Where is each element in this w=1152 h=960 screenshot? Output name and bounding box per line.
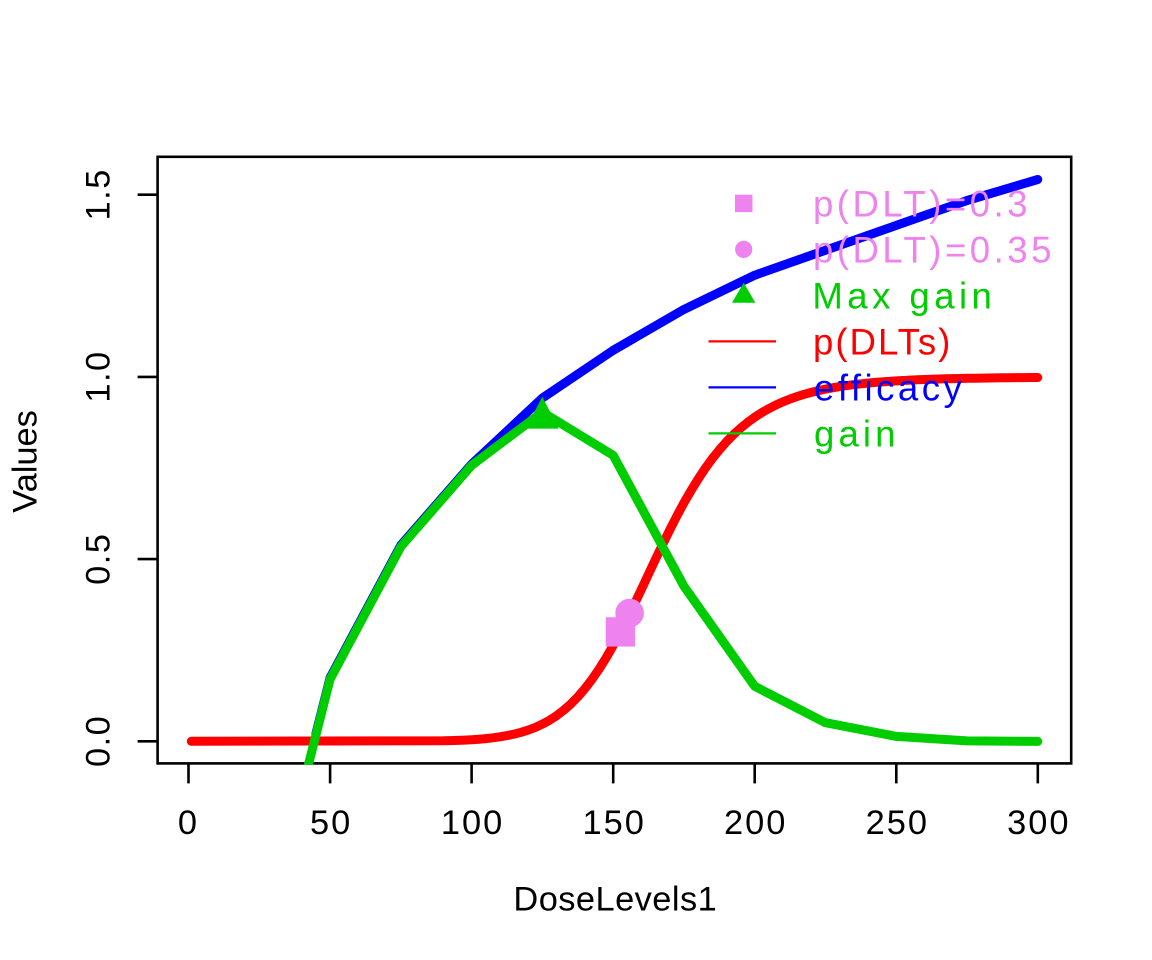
svg-text:DoseLevels1: DoseLevels1: [513, 881, 717, 919]
svg-text:p(DLT)=0.3: p(DLT)=0.3: [813, 184, 1031, 225]
svg-text:200: 200: [724, 804, 787, 842]
svg-text:efficacy: efficacy: [814, 368, 965, 409]
svg-text:Values: Values: [6, 410, 44, 513]
svg-text:gain: gain: [814, 414, 900, 455]
svg-text:1.5: 1.5: [80, 168, 118, 220]
svg-text:300: 300: [1007, 804, 1070, 842]
svg-text:100: 100: [441, 804, 504, 842]
svg-text:0.5: 0.5: [80, 533, 118, 585]
svg-text:0: 0: [178, 804, 199, 842]
svg-text:150: 150: [583, 804, 646, 842]
svg-text:p(DLT)=0.35: p(DLT)=0.35: [813, 230, 1055, 271]
svg-text:p(DLTs): p(DLTs): [813, 322, 952, 363]
svg-text:0.0: 0.0: [80, 715, 118, 767]
svg-text:50: 50: [310, 804, 352, 842]
svg-text:1.0: 1.0: [80, 350, 118, 402]
svg-text:Max gain: Max gain: [812, 276, 996, 317]
svg-text:250: 250: [866, 804, 929, 842]
